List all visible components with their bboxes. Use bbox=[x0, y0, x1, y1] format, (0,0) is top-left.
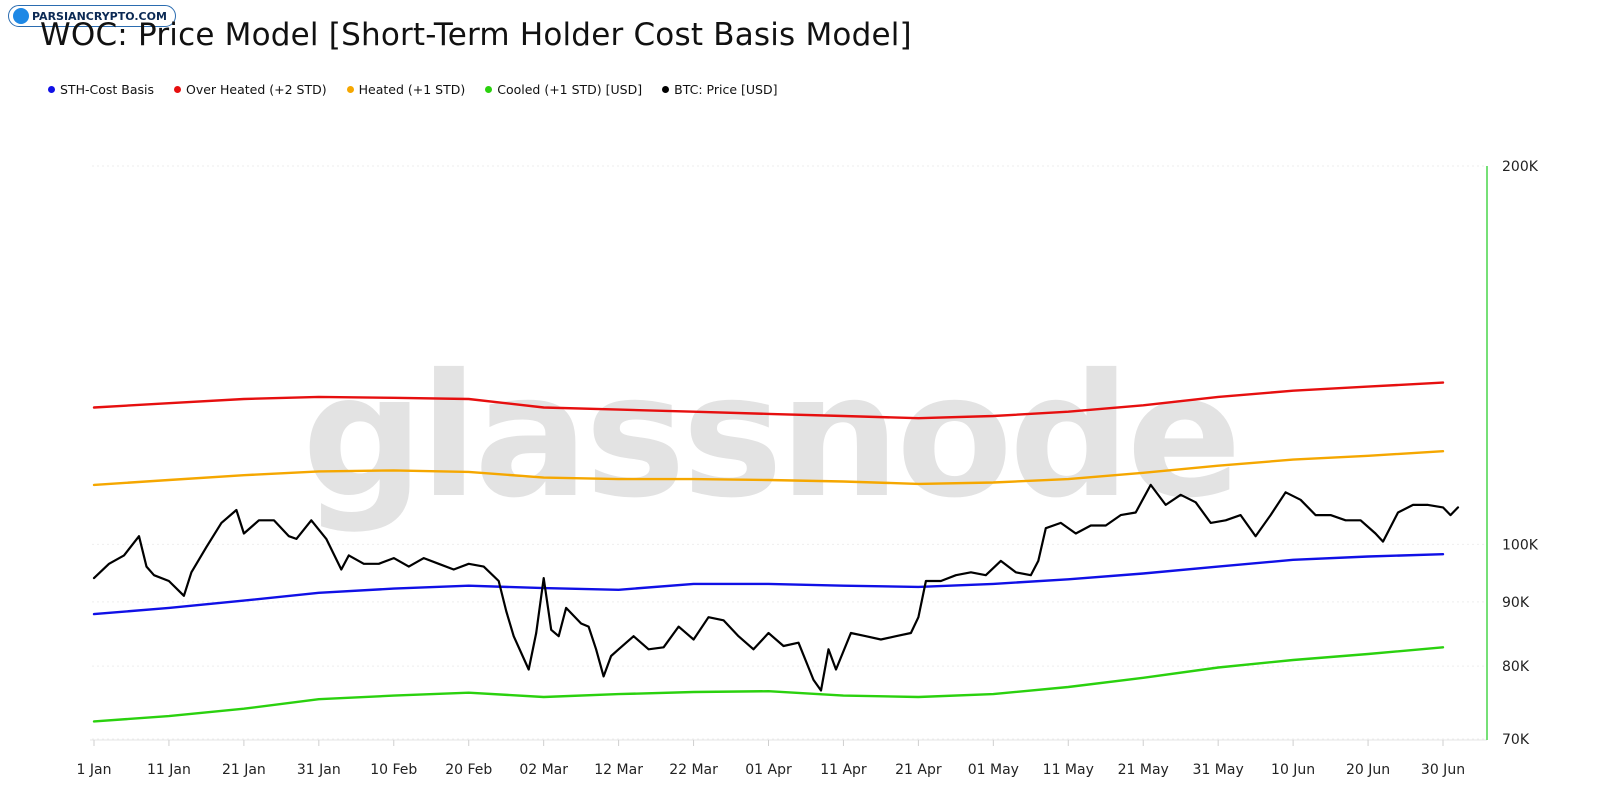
x-tick-label: 21 Jan bbox=[222, 762, 266, 778]
legend-item-price[interactable]: BTC: Price [USD] bbox=[662, 82, 777, 97]
x-tick-label: 10 Feb bbox=[370, 762, 417, 778]
series-line-overheated[interactable] bbox=[92, 381, 1445, 420]
chart-title: WOC: Price Model [Short-Term Holder Cost… bbox=[40, 17, 912, 53]
x-tick-label: 21 Apr bbox=[895, 762, 942, 778]
x-tick-label: 31 Jan bbox=[297, 762, 341, 778]
x-tick-label: 11 Jan bbox=[147, 762, 191, 778]
x-tick-label: 01 Apr bbox=[745, 762, 792, 778]
source-badge: PARSIANCRYPTO.COM bbox=[8, 5, 176, 27]
x-tick-label: 21 May bbox=[1118, 762, 1169, 778]
x-tick-label: 30 Jun bbox=[1421, 762, 1465, 778]
legend-dot-sth-icon bbox=[48, 86, 55, 93]
legend-dot-heated-icon bbox=[346, 86, 354, 93]
parsiancrypto-logo-icon bbox=[13, 8, 29, 24]
legend-label-price: BTC: Price [USD] bbox=[674, 82, 778, 97]
legend-item-sth[interactable]: STH-Cost Basis bbox=[48, 82, 154, 97]
series-line-cooled[interactable] bbox=[92, 646, 1445, 723]
legend-item-overheated[interactable]: Over Heated (+2 STD) bbox=[173, 82, 327, 97]
y-tick-label: 80K bbox=[1502, 659, 1530, 675]
x-tick-label: 1 Jan bbox=[77, 762, 112, 778]
x-tick-label: 20 Feb bbox=[445, 762, 492, 778]
watermark-text: glassnode bbox=[302, 338, 1238, 536]
y-tick-label: 100K bbox=[1502, 537, 1539, 553]
x-tick-label: 11 Apr bbox=[820, 762, 867, 778]
x-tick-label: 11 May bbox=[1043, 762, 1094, 778]
legend-label-overheated: Over Heated (+2 STD) bbox=[185, 82, 327, 97]
y-tick-label: 200K bbox=[1502, 159, 1539, 175]
series-line-price[interactable] bbox=[92, 483, 1460, 692]
x-tick-label: 01 May bbox=[968, 762, 1019, 778]
x-tick-label: 02 Mar bbox=[519, 762, 568, 778]
legend-label-heated: Heated (+1 STD) bbox=[358, 82, 466, 97]
y-tick-label: 70K bbox=[1502, 732, 1530, 748]
x-tick-label: 22 Mar bbox=[669, 762, 718, 778]
series-line-sth[interactable] bbox=[92, 553, 1445, 616]
legend-label-sth: STH-Cost Basis bbox=[60, 82, 154, 97]
series-line-heated[interactable] bbox=[92, 450, 1445, 487]
chart-legend: STH-Cost Basis Over Heated (+2 STD) Heat… bbox=[48, 82, 777, 97]
source-badge-text: PARSIANCRYPTO.COM bbox=[32, 9, 167, 23]
legend-dot-price-icon bbox=[662, 86, 670, 93]
legend-dot-cooled-icon bbox=[485, 86, 493, 93]
x-tick-label: 31 May bbox=[1193, 762, 1244, 778]
x-tick-label: 10 Jun bbox=[1271, 762, 1315, 778]
x-tick-label: 20 Jun bbox=[1346, 762, 1390, 778]
y-tick-label: 90K bbox=[1502, 595, 1530, 611]
legend-item-cooled[interactable]: Cooled (+1 STD) [USD] bbox=[485, 82, 642, 97]
x-tick-label: 12 Mar bbox=[594, 762, 643, 778]
legend-label-cooled: Cooled (+1 STD) [USD] bbox=[497, 82, 643, 97]
legend-dot-overheated-icon bbox=[173, 86, 181, 93]
legend-item-heated[interactable]: Heated (+1 STD) bbox=[346, 82, 466, 97]
